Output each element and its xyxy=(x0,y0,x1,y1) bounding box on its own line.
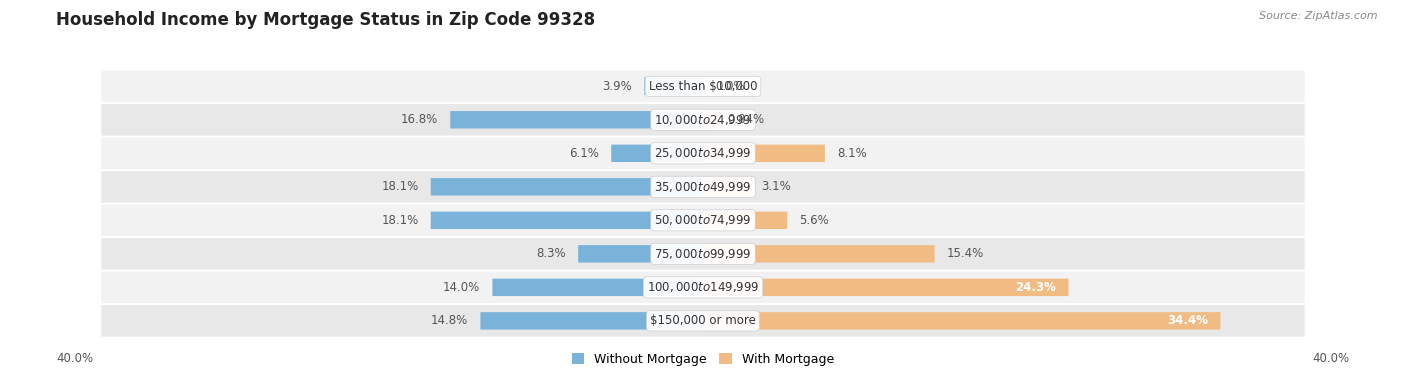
FancyBboxPatch shape xyxy=(481,312,703,329)
Text: 14.0%: 14.0% xyxy=(443,281,481,294)
FancyBboxPatch shape xyxy=(492,279,703,296)
Text: $150,000 or more: $150,000 or more xyxy=(650,314,756,327)
FancyBboxPatch shape xyxy=(703,145,825,162)
Text: 40.0%: 40.0% xyxy=(56,352,93,365)
FancyBboxPatch shape xyxy=(430,211,703,229)
Text: $100,000 to $149,999: $100,000 to $149,999 xyxy=(647,280,759,294)
FancyBboxPatch shape xyxy=(101,271,1305,303)
Text: $25,000 to $34,999: $25,000 to $34,999 xyxy=(654,146,752,160)
FancyBboxPatch shape xyxy=(703,178,749,196)
FancyBboxPatch shape xyxy=(450,111,703,129)
Text: $10,000 to $24,999: $10,000 to $24,999 xyxy=(654,113,752,127)
Text: 3.1%: 3.1% xyxy=(762,180,792,193)
Text: 6.1%: 6.1% xyxy=(569,147,599,160)
Text: $50,000 to $74,999: $50,000 to $74,999 xyxy=(654,213,752,227)
FancyBboxPatch shape xyxy=(578,245,703,262)
Text: 16.8%: 16.8% xyxy=(401,113,439,126)
FancyBboxPatch shape xyxy=(430,178,703,196)
Legend: Without Mortgage, With Mortgage: Without Mortgage, With Mortgage xyxy=(567,348,839,371)
FancyBboxPatch shape xyxy=(101,138,1305,169)
Text: 0.84%: 0.84% xyxy=(728,113,765,126)
Text: Less than $10,000: Less than $10,000 xyxy=(648,80,758,93)
Text: $35,000 to $49,999: $35,000 to $49,999 xyxy=(654,180,752,194)
Text: 15.4%: 15.4% xyxy=(946,247,984,261)
FancyBboxPatch shape xyxy=(612,145,703,162)
Text: 8.3%: 8.3% xyxy=(537,247,567,261)
FancyBboxPatch shape xyxy=(703,279,1069,296)
FancyBboxPatch shape xyxy=(101,238,1305,270)
Text: Source: ZipAtlas.com: Source: ZipAtlas.com xyxy=(1260,11,1378,21)
FancyBboxPatch shape xyxy=(703,211,787,229)
Text: 0.0%: 0.0% xyxy=(716,80,745,93)
FancyBboxPatch shape xyxy=(101,205,1305,236)
Text: 5.6%: 5.6% xyxy=(799,214,830,227)
Text: 14.8%: 14.8% xyxy=(432,314,468,327)
FancyBboxPatch shape xyxy=(644,78,703,95)
Text: Household Income by Mortgage Status in Zip Code 99328: Household Income by Mortgage Status in Z… xyxy=(56,11,595,29)
Text: 40.0%: 40.0% xyxy=(1313,352,1350,365)
FancyBboxPatch shape xyxy=(101,305,1305,337)
Text: 8.1%: 8.1% xyxy=(837,147,866,160)
FancyBboxPatch shape xyxy=(703,111,716,129)
Text: 18.1%: 18.1% xyxy=(381,180,419,193)
Text: 3.9%: 3.9% xyxy=(603,80,633,93)
FancyBboxPatch shape xyxy=(101,171,1305,202)
Text: 24.3%: 24.3% xyxy=(1015,281,1056,294)
FancyBboxPatch shape xyxy=(101,70,1305,102)
FancyBboxPatch shape xyxy=(101,104,1305,136)
Text: $75,000 to $99,999: $75,000 to $99,999 xyxy=(654,247,752,261)
Text: 34.4%: 34.4% xyxy=(1167,314,1208,327)
FancyBboxPatch shape xyxy=(703,245,935,262)
Text: 18.1%: 18.1% xyxy=(381,214,419,227)
FancyBboxPatch shape xyxy=(703,312,1220,329)
